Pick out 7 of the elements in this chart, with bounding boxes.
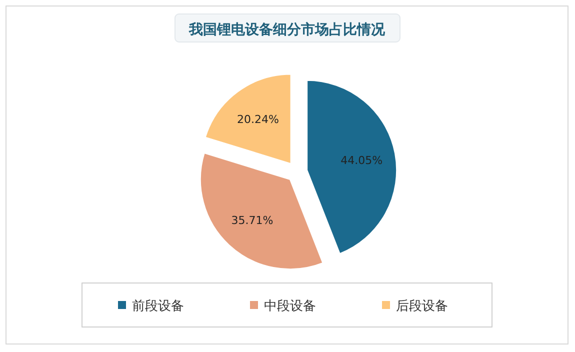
data-label: 44.05% [340,154,383,167]
legend-label: 中段设备 [264,299,316,314]
data-label: 35.71% [231,214,274,228]
legend-label: 后段设备 [396,299,448,314]
legend-label: 前段设备 [132,299,184,314]
data-label: 20.24% [236,113,279,126]
chart-title: 我国锂电设备细分市场占比情况 [188,21,386,38]
